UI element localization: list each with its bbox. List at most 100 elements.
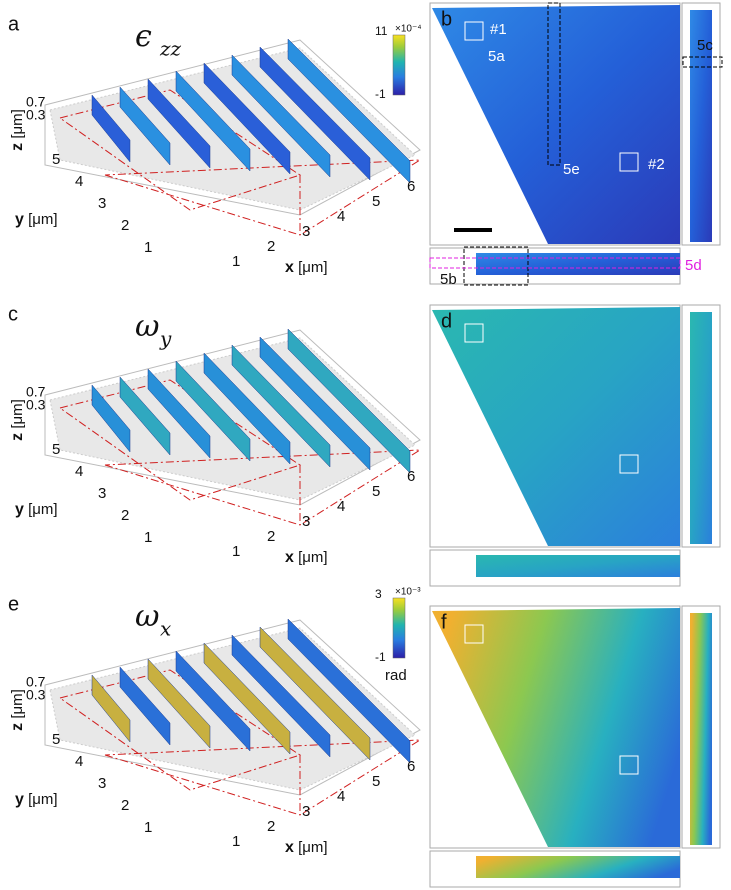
colorbar [392, 34, 406, 96]
panel-label: b [441, 8, 452, 30]
x-tick: 2 [267, 528, 275, 545]
side-frame [681, 605, 721, 849]
slab [91, 384, 131, 453]
z-label-part: [μm] [9, 109, 26, 143]
z-label-part: z [9, 143, 26, 151]
red-box [104, 159, 422, 236]
slab [259, 46, 371, 181]
slab [147, 78, 211, 169]
red-box [104, 739, 422, 816]
y-tick: 1 [144, 239, 152, 256]
y-tick: 1 [144, 529, 152, 546]
y-label-var: y [15, 791, 24, 808]
side-strip [690, 10, 712, 242]
colorbar-exponent: ×10⁻³ [395, 587, 421, 598]
box-frame [44, 619, 421, 796]
y-tick: 3 [98, 775, 106, 792]
side-frame [681, 2, 721, 246]
y-tick: 5 [52, 441, 60, 458]
colorbar-unit: rad [385, 667, 407, 684]
panel-label: e [8, 593, 19, 615]
map [432, 608, 680, 847]
slab [175, 70, 251, 172]
x-tick: 2 [267, 238, 275, 255]
x-tick: 4 [337, 788, 345, 805]
dashed-box [547, 2, 561, 166]
z-tick: 0.7 [26, 674, 46, 690]
y-tick: 4 [75, 753, 83, 770]
x-tick: 5 [372, 483, 380, 500]
roi-box [464, 624, 484, 644]
x-tick: 3 [302, 803, 310, 820]
slab [231, 344, 331, 468]
annotation: 1 μm [452, 206, 486, 223]
y-label-var: y [15, 211, 24, 228]
slab [147, 658, 211, 749]
colorbar-max: 11 [375, 24, 388, 38]
z-tick: 0.7 [26, 94, 46, 110]
x-tick: 3 [302, 223, 310, 240]
annotation: #1 [490, 21, 507, 38]
x-axis-label: x [μm] [285, 549, 328, 566]
x-axis-label: x [μm] [285, 259, 328, 276]
y-tick: 3 [98, 195, 106, 212]
map [432, 5, 680, 244]
x-label-unit: [μm] [294, 259, 328, 276]
z-tick: 0.7 [26, 384, 46, 400]
map-panel: f [429, 605, 721, 888]
roi-box [619, 152, 639, 172]
y-label-unit: [μm] [24, 791, 58, 808]
x-label-var: x [285, 549, 294, 566]
y-tick: 5 [52, 731, 60, 748]
title-symbol: ϵ [135, 19, 152, 54]
y-tick: 2 [121, 507, 129, 524]
bottom-strip [476, 253, 680, 275]
dashed-box [682, 56, 723, 68]
y-label-unit: [μm] [24, 501, 58, 518]
x-label-var: x [285, 259, 294, 276]
red-box [104, 449, 422, 526]
x-tick: 5 [372, 773, 380, 790]
slab [119, 376, 171, 456]
z-axis-label: z [μm] [9, 689, 26, 731]
z-label-part: [μm] [9, 399, 26, 433]
x-tick: 4 [337, 208, 345, 225]
side-strip [690, 312, 712, 544]
y-tick: 4 [75, 173, 83, 190]
panel-label: a [8, 13, 20, 35]
z-tick: 0.3 [26, 107, 46, 123]
slab [287, 38, 411, 184]
x-tick: 6 [407, 758, 415, 775]
z-label-part: [μm] [9, 689, 26, 723]
x-tick: 6 [407, 468, 415, 485]
annotation: 5d [685, 257, 702, 274]
slab [119, 666, 171, 746]
colorbar [392, 597, 406, 659]
slab [259, 336, 371, 471]
dashed-box [463, 246, 529, 286]
colorbar-max: 3 [375, 587, 382, 601]
slab [175, 360, 251, 462]
side-frame [681, 304, 721, 548]
colorbar-min: -1 [375, 87, 386, 101]
annotation: #2 [648, 156, 665, 173]
slab [91, 94, 131, 163]
colorbar-exponent: ×10⁻⁴ [395, 24, 422, 35]
x-tick: 1 [232, 253, 240, 270]
x-label-unit: [μm] [294, 549, 328, 566]
y-label-var: y [15, 501, 24, 518]
annotation: 5c [697, 37, 713, 54]
x-tick: 1 [232, 543, 240, 560]
z-label-part: z [9, 723, 26, 731]
x-tick: 1 [232, 833, 240, 850]
x-tick: 6 [407, 178, 415, 195]
title-subscript: x [160, 617, 171, 641]
x-label-var: x [285, 839, 294, 856]
slab [147, 368, 211, 459]
slab [203, 352, 291, 465]
y-tick: 5 [52, 151, 60, 168]
slab [259, 626, 371, 761]
y-axis-label: y [μm] [15, 501, 58, 518]
